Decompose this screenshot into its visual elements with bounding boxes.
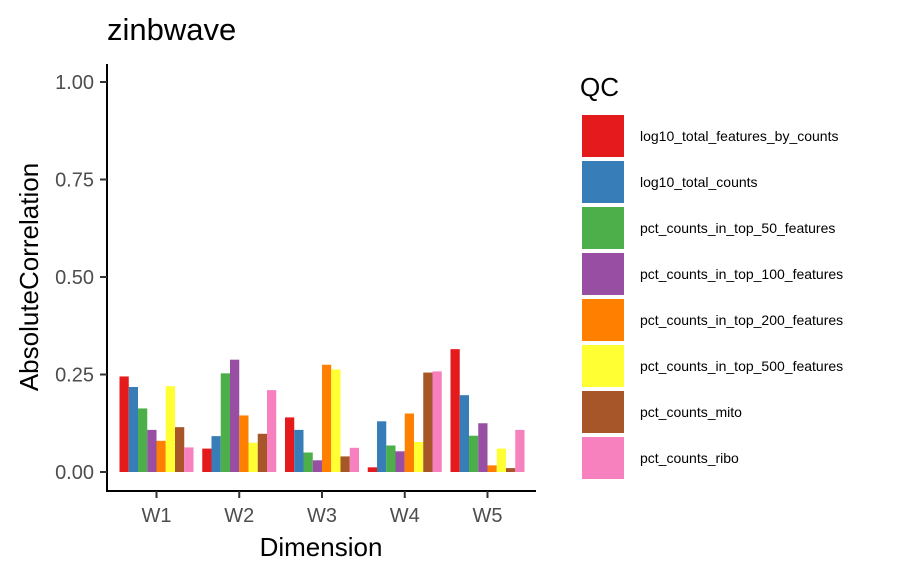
legend-key <box>582 161 624 203</box>
bar-W3-pct_counts_in_top_100_features <box>312 460 322 472</box>
bar-W4-pct_counts_in_top_200_features <box>404 413 414 472</box>
bar-W2-pct_counts_in_top_50_features <box>220 373 230 472</box>
legend-label: pct_counts_mito <box>640 404 742 420</box>
bar-W5-log10_total_features_by_counts <box>450 349 460 472</box>
bar-W5-pct_counts_ribo <box>515 429 525 472</box>
bar-W2-pct_counts_in_top_500_features <box>248 442 258 472</box>
bar-W5-pct_counts_in_top_100_features <box>478 423 488 472</box>
legend-label: pct_counts_ribo <box>640 450 739 466</box>
legend-label: log10_total_counts <box>640 174 758 190</box>
bar-W3-log10_total_counts <box>294 429 304 472</box>
bar-W1-log10_total_counts <box>128 386 138 472</box>
bar-W4-pct_counts_ribo <box>432 371 442 472</box>
bar-W3-pct_counts_ribo <box>349 447 359 472</box>
bar-W4-pct_counts_mito <box>423 372 433 472</box>
legend-label: log10_total_features_by_counts <box>640 128 838 144</box>
legend-label: pct_counts_in_top_200_features <box>640 312 843 328</box>
bar-W1-pct_counts_in_top_100_features <box>147 429 157 472</box>
bar-W2-pct_counts_mito <box>257 433 267 472</box>
bar-W3-pct_counts_in_top_200_features <box>322 364 332 472</box>
bar-W1-pct_counts_in_top_50_features <box>138 408 148 472</box>
bar-W5-pct_counts_in_top_200_features <box>487 465 497 472</box>
legend-key <box>582 253 624 295</box>
bar-W2-pct_counts_in_top_100_features <box>230 359 240 472</box>
bar-W1-pct_counts_mito <box>175 427 185 472</box>
bar-W5-log10_total_counts <box>459 395 469 472</box>
bar-W3-pct_counts_in_top_500_features <box>331 369 341 472</box>
bar-W5-pct_counts_in_top_50_features <box>469 435 479 472</box>
y-axis-ticks: 0.00 0.25 0.50 0.75 1.00 <box>55 72 107 484</box>
bar-W3-pct_counts_in_top_50_features <box>303 452 313 472</box>
bar-W4-log10_total_features_by_counts <box>367 467 377 472</box>
bar-W4-log10_total_counts <box>377 421 387 472</box>
legend-key <box>582 391 624 433</box>
x-axis-label: Dimension <box>260 532 383 562</box>
bar-W2-pct_counts_in_top_200_features <box>239 415 249 472</box>
bar-W3-pct_counts_mito <box>340 456 350 472</box>
y-tick-label: 0.50 <box>55 267 94 289</box>
legend-key <box>582 437 624 479</box>
legend-key <box>582 299 624 341</box>
x-tick-label: W4 <box>390 505 420 527</box>
x-tick-label: W3 <box>307 505 337 527</box>
plot-area <box>119 349 525 472</box>
legend-title: QC <box>580 72 619 102</box>
legend-label: pct_counts_in_top_50_features <box>640 220 835 236</box>
bar-W2-log10_total_features_by_counts <box>202 448 212 472</box>
y-tick-label: 0.00 <box>55 462 94 484</box>
x-tick-label: W5 <box>473 505 503 527</box>
bar-W1-pct_counts_in_top_500_features <box>165 386 175 472</box>
bar-W1-pct_counts_in_top_200_features <box>156 440 166 472</box>
bar-W1-log10_total_features_by_counts <box>119 376 129 472</box>
bar-W4-pct_counts_in_top_500_features <box>414 441 424 472</box>
bar-W4-pct_counts_in_top_100_features <box>395 451 405 472</box>
x-tick-label: W1 <box>142 505 172 527</box>
bar-W1-pct_counts_ribo <box>184 447 194 472</box>
bar-W2-log10_total_counts <box>211 436 221 472</box>
bar-W5-pct_counts_in_top_500_features <box>496 448 506 472</box>
bar-W4-pct_counts_in_top_50_features <box>386 445 396 472</box>
legend-key <box>582 345 624 387</box>
legend-key <box>582 115 624 157</box>
x-tick-label: W2 <box>224 505 254 527</box>
x-axis-ticks: W1 W2 W3 W4 W5 <box>142 491 503 527</box>
y-tick-label: 1.00 <box>55 72 94 94</box>
bar-W3-log10_total_features_by_counts <box>285 417 295 472</box>
chart-title: zinbwave <box>107 12 236 47</box>
y-axis-label: AbsoluteCorrelation <box>14 163 44 391</box>
legend-label: pct_counts_in_top_500_features <box>640 358 843 374</box>
legend-label: pct_counts_in_top_100_features <box>640 266 843 282</box>
legend: QC log10_total_features_by_counts log10_t… <box>580 72 843 479</box>
bar-W5-pct_counts_mito <box>506 468 516 472</box>
bar-W2-pct_counts_ribo <box>267 390 277 472</box>
legend-key <box>582 207 624 249</box>
y-tick-label: 0.75 <box>55 170 94 192</box>
y-tick-label: 0.25 <box>55 365 94 387</box>
